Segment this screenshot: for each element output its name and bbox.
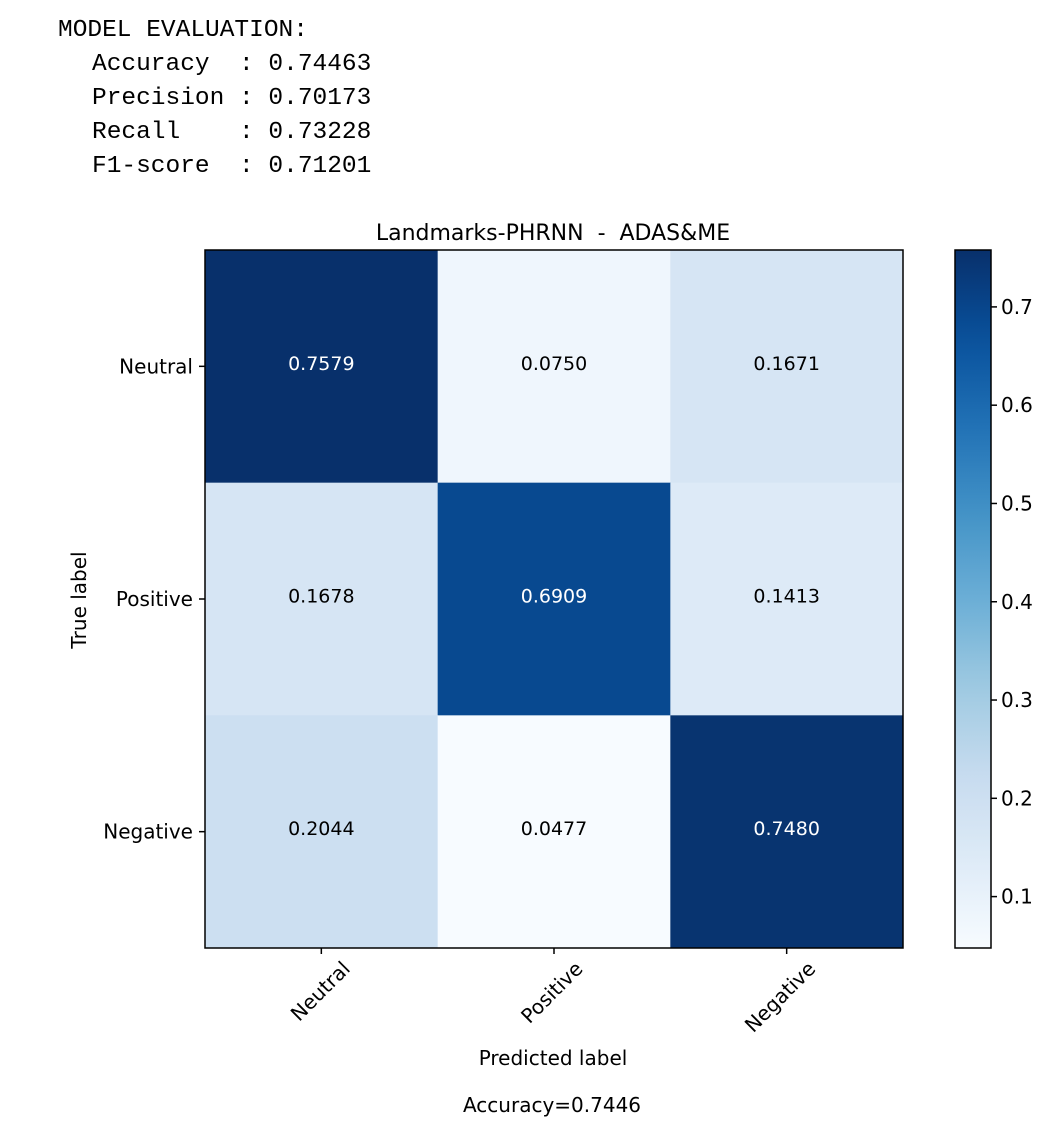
y-tick-label: Negative [103, 820, 193, 844]
colorbar-tick-label: 0.4 [1001, 590, 1033, 614]
cell-value-label: 0.7480 [753, 818, 819, 840]
heatmap-cell [670, 250, 904, 484]
metric-name: Accuracy [92, 51, 210, 78]
cell-value-label: 0.0477 [521, 818, 587, 840]
metric-f1-score: F1-score: 0.71201 [58, 150, 371, 184]
metric-value: 0.73228 [268, 119, 372, 146]
metric-name: Precision [92, 85, 225, 112]
cell-value-label: 0.0750 [521, 353, 587, 375]
chart-title: Landmarks-PHRNN - ADAS&ME [376, 221, 730, 246]
cell-value-label: 0.7579 [288, 353, 354, 375]
heatmap-cell [437, 250, 671, 484]
x-tick-label: Negative [740, 957, 820, 1037]
metric-accuracy: Accuracy: 0.74463 [58, 48, 371, 82]
y-tick-label: Positive [116, 587, 193, 611]
evaluation-header: MODEL EVALUATION: [58, 17, 308, 44]
model-evaluation: MODEL EVALUATION: Accuracy: 0.74463 Prec… [58, 14, 371, 184]
y-axis-label: True label [67, 551, 91, 649]
x-tick-label: Positive [516, 957, 587, 1028]
heatmap-cell [205, 250, 439, 484]
heatmap-cell [205, 482, 439, 716]
metric-value: 0.71201 [268, 153, 372, 180]
accuracy-footer: Accuracy=0.7446 [463, 1093, 641, 1117]
heatmap-cell [437, 715, 671, 949]
colorbar-tick-label: 0.7 [1001, 295, 1033, 319]
heatmap-cell [437, 482, 671, 716]
cell-value-label: 0.6909 [521, 586, 587, 608]
x-axis-label: Predicted label [479, 1046, 628, 1070]
metric-name: Recall [92, 119, 181, 146]
heatmap-cell [670, 715, 904, 949]
colorbar-tick-label: 0.3 [1001, 688, 1033, 712]
colorbar-tick-label: 0.5 [1001, 491, 1033, 515]
colorbar-tick-label: 0.2 [1001, 786, 1033, 810]
metric-value: 0.74463 [268, 51, 372, 78]
cell-value-label: 0.1413 [753, 586, 819, 608]
x-tick-label: Neutral [286, 957, 355, 1026]
colorbar-tick-label: 0.1 [1001, 885, 1033, 909]
heatmap-cell [670, 482, 904, 716]
y-tick-label: Neutral [119, 354, 193, 378]
metric-value: 0.70173 [268, 85, 372, 112]
metric-recall: Recall: 0.73228 [58, 116, 371, 150]
cell-value-label: 0.1671 [753, 353, 819, 375]
colorbar-gradient [954, 249, 992, 949]
colorbar: 0.1 0.2 0.3 0.4 0.5 0.6 0.7 [954, 249, 1033, 949]
cell-value-label: 0.2044 [288, 818, 354, 840]
metric-precision: Precision: 0.70173 [58, 82, 371, 116]
metric-name: F1-score [92, 153, 210, 180]
heatmap-cell [205, 715, 439, 949]
cell-value-label: 0.1678 [288, 586, 354, 608]
colorbar-tick-label: 0.6 [1001, 393, 1033, 417]
